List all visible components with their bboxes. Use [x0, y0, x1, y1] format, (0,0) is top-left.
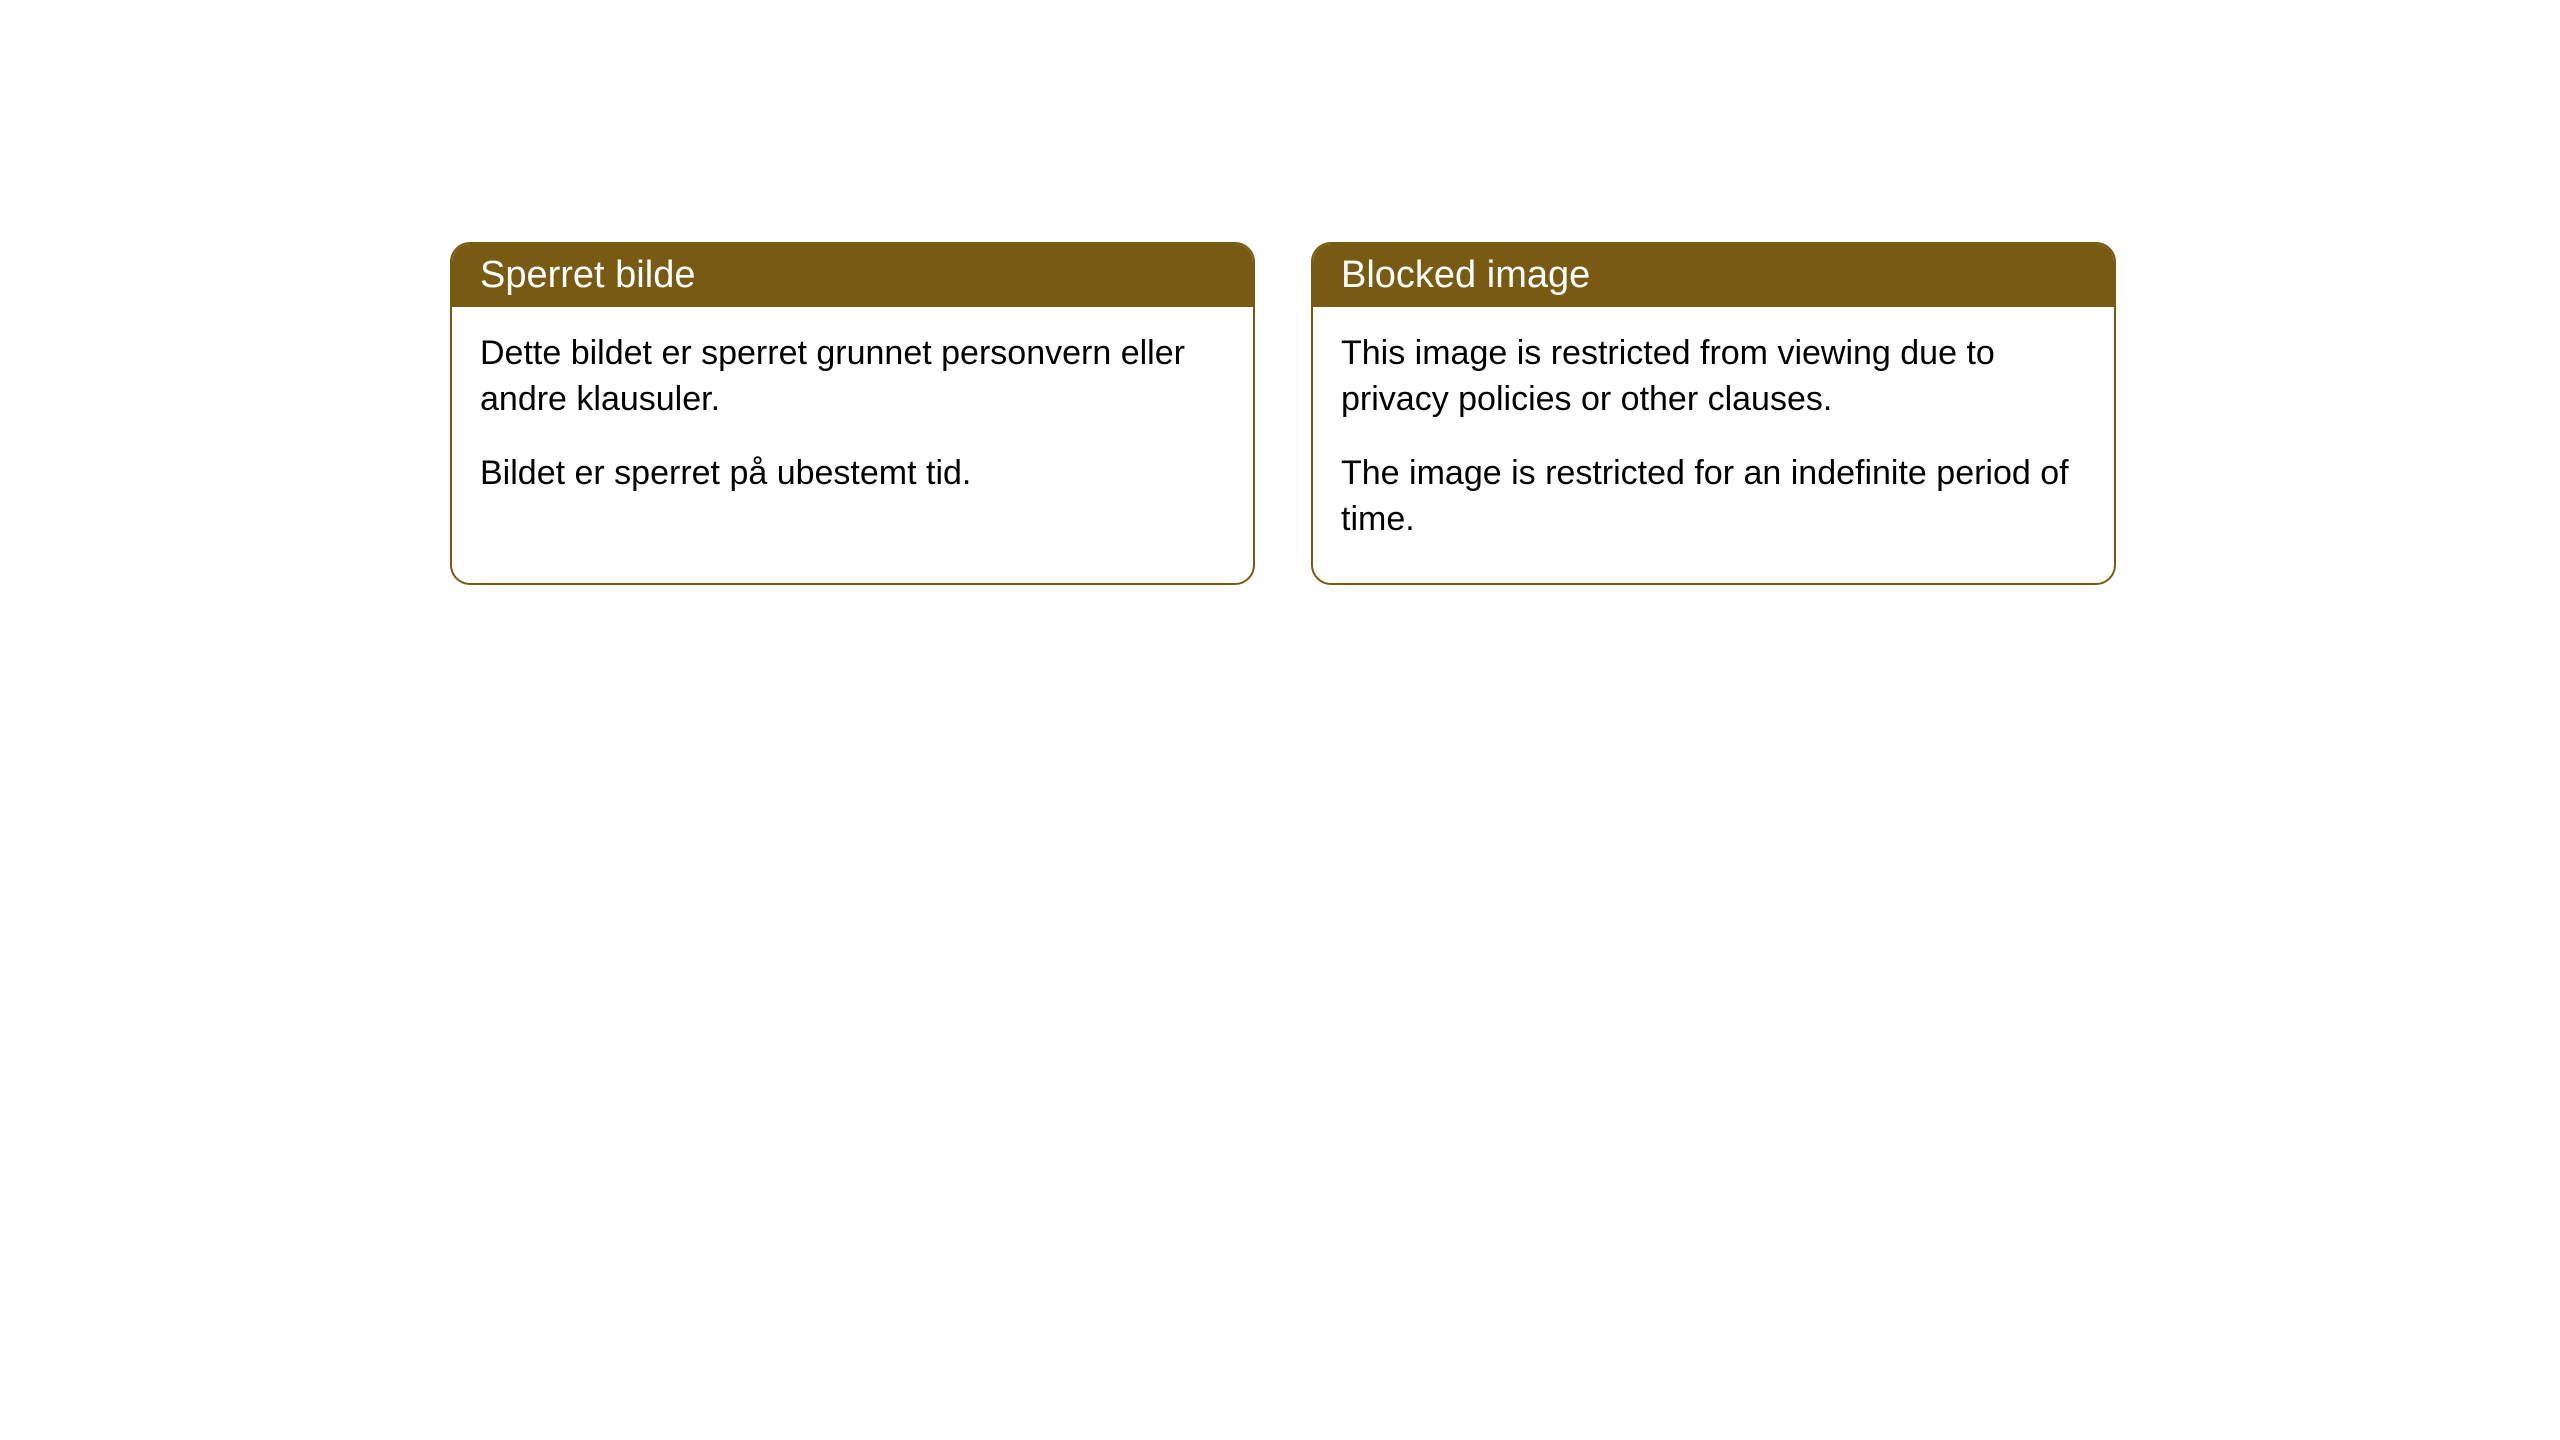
blocked-image-card-norwegian: Sperret bilde Dette bildet er sperret gr…: [450, 242, 1255, 585]
card-paragraph: Bildet er sperret på ubestemt tid.: [480, 451, 1225, 497]
card-body: This image is restricted from viewing du…: [1313, 307, 2114, 583]
notice-cards-container: Sperret bilde Dette bildet er sperret gr…: [450, 242, 2116, 585]
card-title: Sperret bilde: [480, 254, 695, 296]
card-title: Blocked image: [1341, 254, 1590, 296]
blocked-image-card-english: Blocked image This image is restricted f…: [1311, 242, 2116, 585]
card-paragraph: Dette bildet er sperret grunnet personve…: [480, 331, 1225, 423]
card-paragraph: This image is restricted from viewing du…: [1341, 331, 2086, 423]
card-paragraph: The image is restricted for an indefinit…: [1341, 451, 2086, 543]
card-header: Sperret bilde: [452, 244, 1253, 307]
card-body: Dette bildet er sperret grunnet personve…: [452, 307, 1253, 537]
card-header: Blocked image: [1313, 244, 2114, 307]
